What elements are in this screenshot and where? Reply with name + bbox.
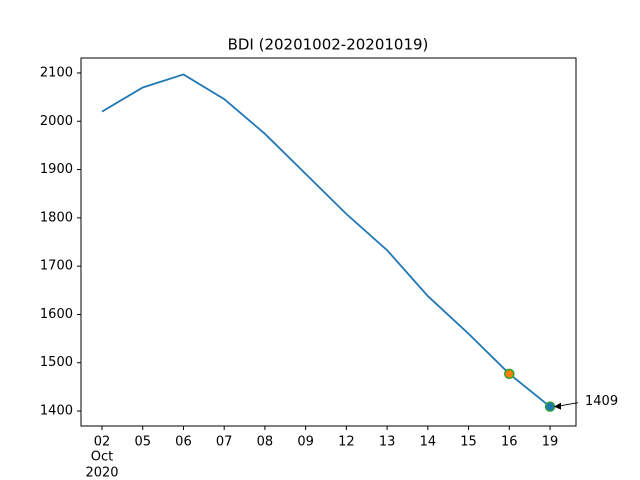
y-tick-label: 1600 (40, 307, 73, 322)
x-tick-label: 02 (94, 435, 111, 450)
x-tick-label: 12 (338, 435, 355, 450)
highlight-marker (544, 401, 556, 412)
chart-title: BDI (20201002-20201019) (228, 36, 429, 54)
y-tick-label: 2100 (40, 65, 73, 80)
annotation-arrowhead (554, 402, 562, 410)
y-tick-label: 2000 (40, 114, 73, 129)
x-tick-label: 16 (501, 435, 518, 450)
x-tick-label: 14 (420, 435, 437, 450)
line (101, 73, 551, 408)
x-tick-label: 07 (216, 435, 233, 450)
axes-frame (80, 57, 577, 427)
y-tick-label: 1900 (40, 162, 73, 177)
x-tick-label: 08 (257, 435, 274, 450)
y-tick-label: 1700 (40, 259, 73, 274)
x-tick-label: 05 (134, 435, 151, 450)
x-tick-label: 09 (297, 435, 314, 450)
x-tick-label: 13 (379, 435, 396, 450)
y-tick-label: 1800 (40, 210, 73, 225)
x-tick-label: 15 (460, 435, 477, 450)
x-tick-label: 06 (175, 435, 192, 450)
x-year-label: 2020 (85, 466, 118, 480)
annotation-label: 1409 (585, 394, 618, 409)
highlight-marker (504, 368, 515, 380)
x-tick-label: 19 (542, 435, 559, 450)
y-tick-label: 1400 (40, 404, 73, 419)
x-month-label: Oct (91, 450, 113, 465)
y-tick-label: 1500 (40, 355, 73, 370)
